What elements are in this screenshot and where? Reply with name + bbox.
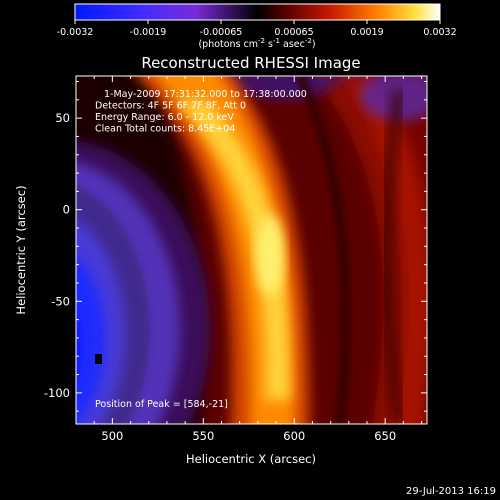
annotation-line: 1-May-2009 17:31:32.000 to 17:38:00.000 [104,89,307,100]
colorbar-tick-label: -0.00065 [200,27,243,38]
x-tick-label: 600 [283,429,305,443]
heatmap-image [76,76,427,424]
annotations: 1-May-2009 17:31:32.000 to 17:38:00.000D… [95,89,307,135]
y-tick-label: 50 [55,111,70,125]
peak-position-text: Position of Peak = [584,-21] [95,399,228,410]
plot-frame [75,75,428,425]
dark-pixel-marker [95,354,102,364]
colorbar-ticks: -0.0032 -0.0019 -0.00065 0.00065 0.0019 0.003… [57,20,457,38]
colorbar-tick-label: -0.0032 [57,27,94,38]
y-tick-label: -100 [44,386,70,400]
timestamp: 29-Jul-2013 16:19 [406,486,496,497]
x-tick-label: 650 [374,429,396,443]
colorbar-tick-label: 0.00065 [274,27,313,38]
colorbar-unit-label: (photons cm-2 s-1 asec-2) [198,37,315,50]
colorbar-tick-label: 0.0032 [423,27,456,38]
annotation-line: Energy Range: 6.0 - 12.0 keV [95,112,234,123]
colorbar-gradient [74,3,441,21]
colorbar-tick-label: -0.0019 [130,27,167,38]
y-axis-label: Heliocentric Y (arcsec) [14,185,28,314]
x-tick-label: 500 [101,429,123,443]
annotation-line: Clean Total counts: 8.45E+04 [95,124,235,135]
colorbar: -0.0032 -0.0019 -0.00065 0.00065 0.0019 0.003… [57,3,457,50]
y-tick-label: -50 [51,294,70,308]
colorbar-tick-label: 0.0019 [350,27,383,38]
y-tick-label: 0 [63,203,70,217]
x-tick-label: 550 [192,429,214,443]
annotation-line: Detectors: 4F 5F 6F 7F 8F, Att 0 [95,101,246,112]
x-axis-label: Heliocentric X (arcsec) [186,452,316,466]
chart-title: Reconstructed RHESSI Image [141,54,360,72]
